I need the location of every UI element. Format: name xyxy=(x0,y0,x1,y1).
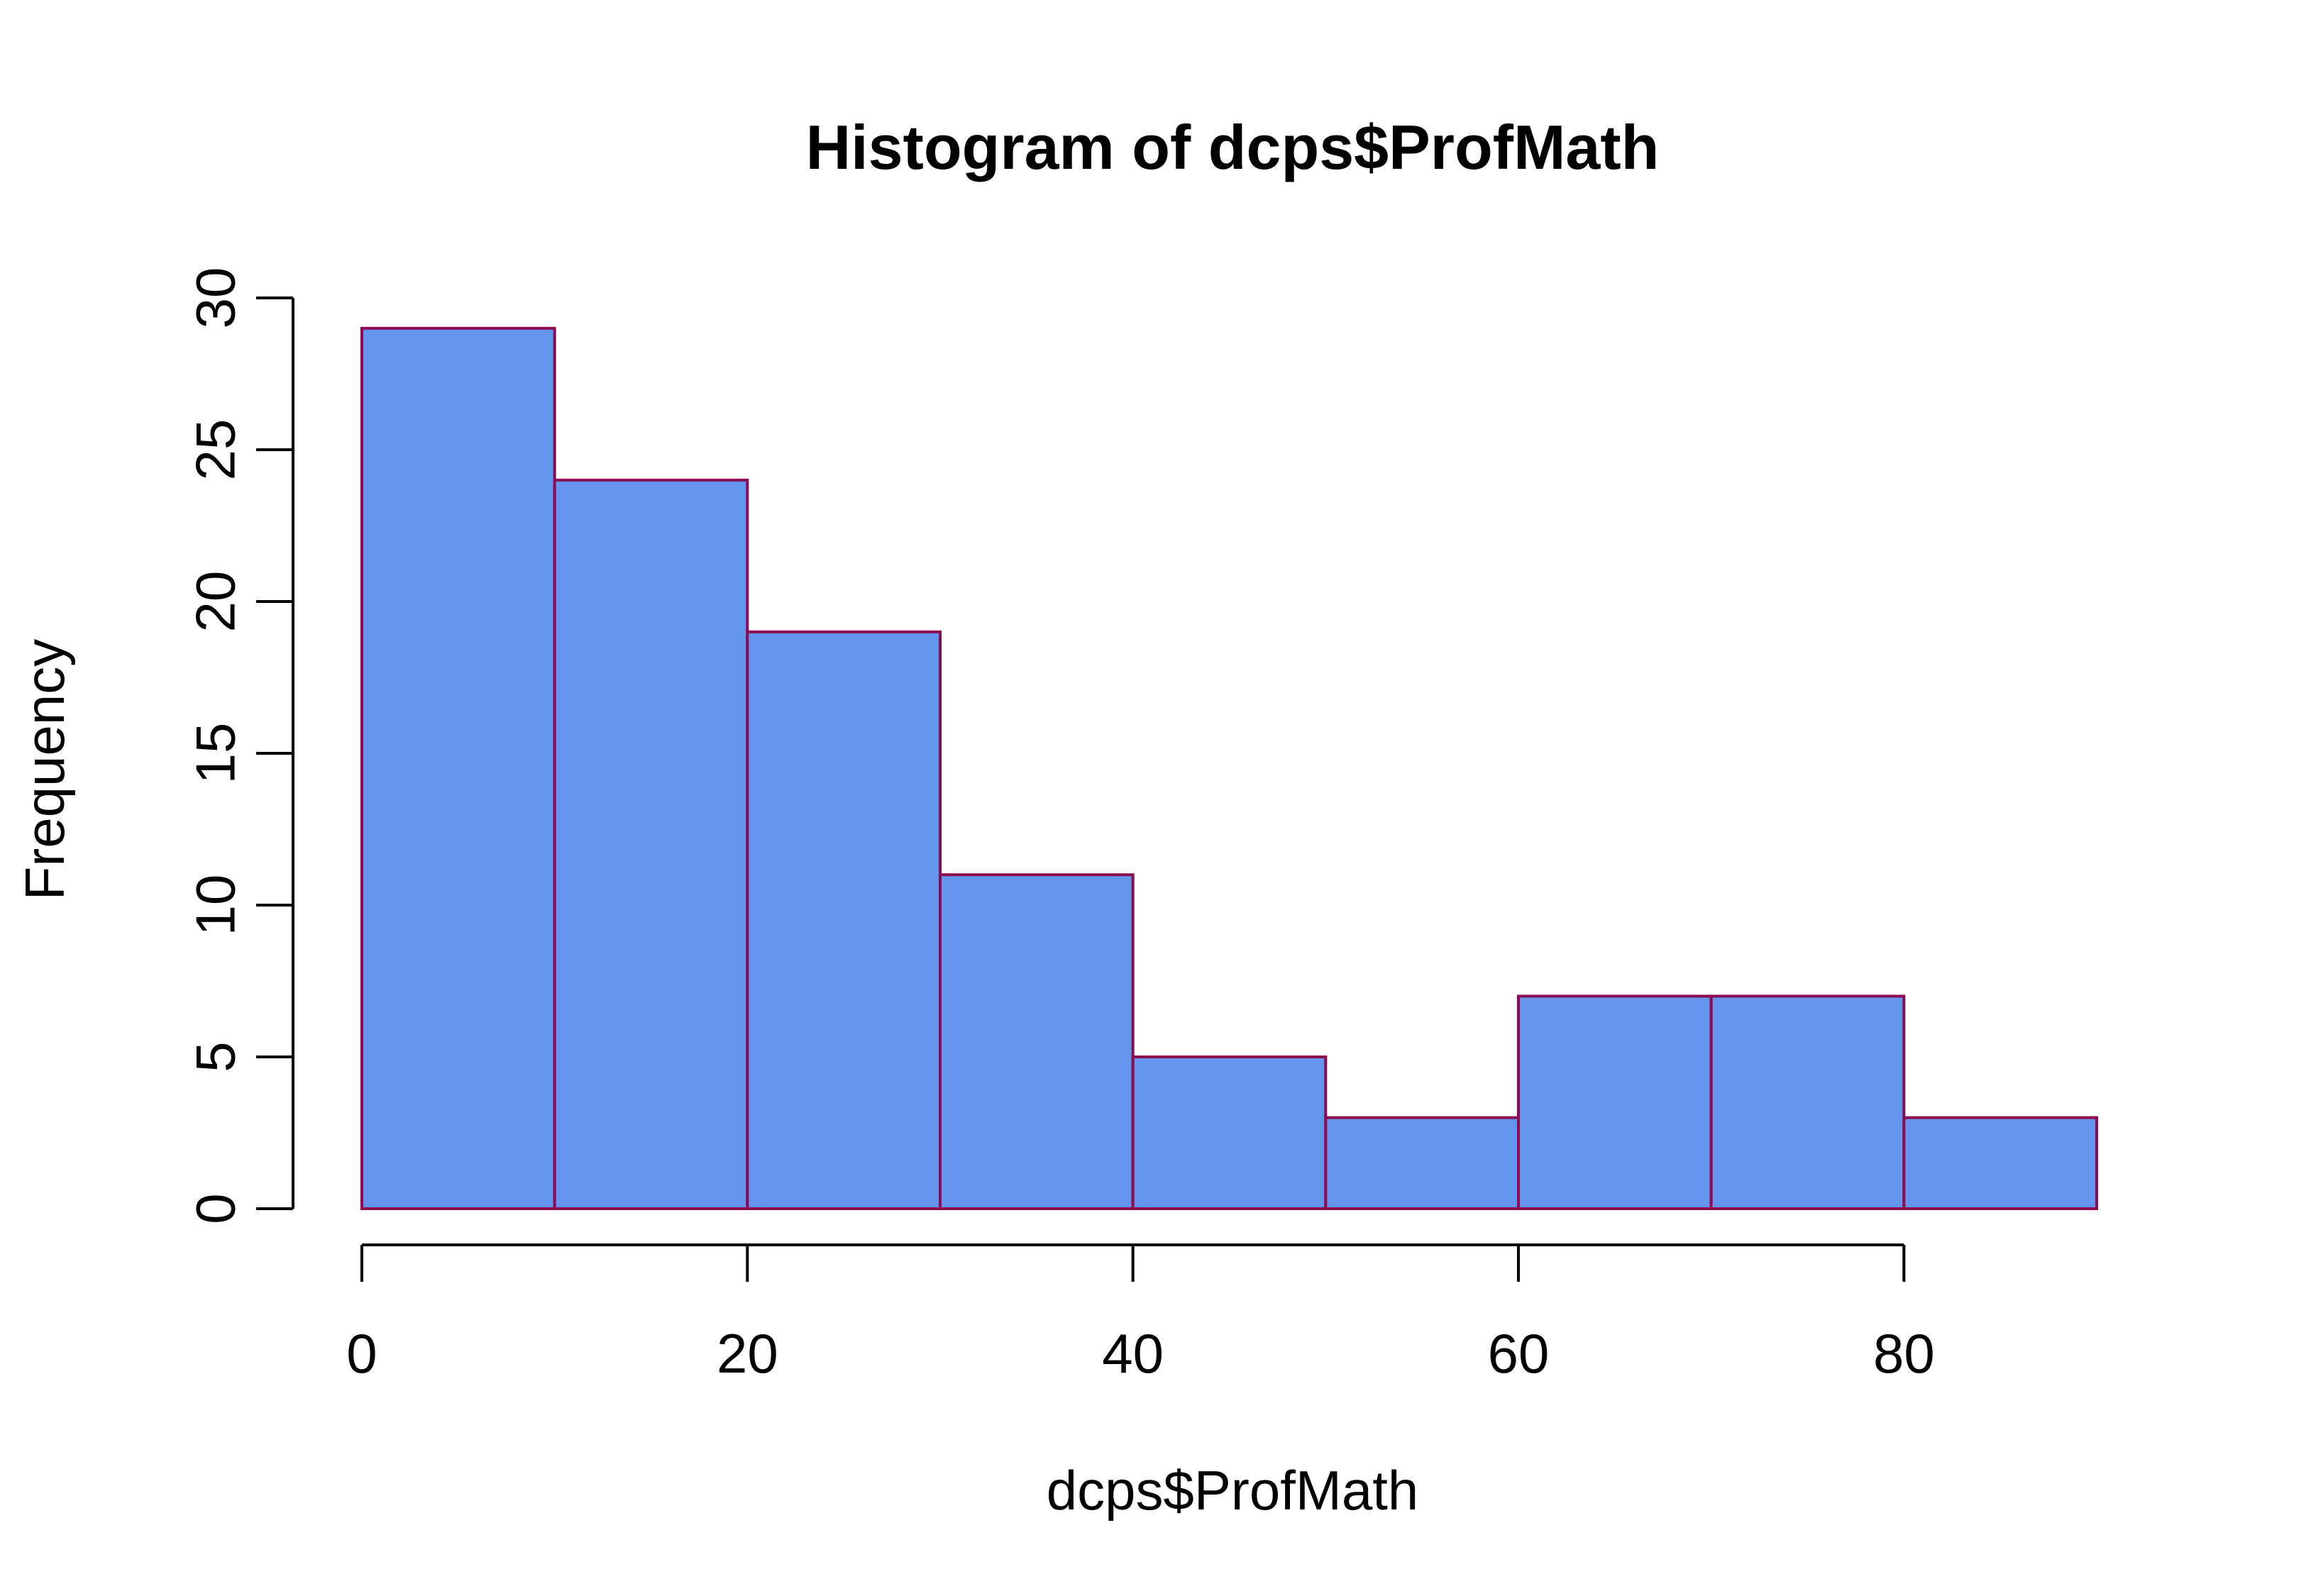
bars-group xyxy=(360,326,2098,1211)
x-tick-label: 0 xyxy=(346,1322,377,1385)
histogram-bar xyxy=(553,478,749,1210)
histogram-bar xyxy=(1902,1116,2098,1210)
histogram-bar xyxy=(939,873,1135,1210)
x-tick-label: 20 xyxy=(717,1322,778,1385)
x-tick-label: 80 xyxy=(1873,1322,1935,1385)
histogram-bar xyxy=(1517,994,1713,1211)
x-axis-label: dcps$ProfMath xyxy=(1047,1459,1419,1522)
histogram-bar xyxy=(1324,1116,1521,1210)
y-tick-label: 5 xyxy=(184,1041,246,1072)
x-axis-ticks: 0 20 40 60 80 xyxy=(346,1245,1935,1385)
histogram-bar xyxy=(1709,994,1906,1211)
y-tick-label: 20 xyxy=(184,571,246,633)
chart-title: Histogram of dcps$ProfMath xyxy=(806,112,1660,182)
histogram-bar xyxy=(360,326,556,1210)
y-tick-label: 15 xyxy=(184,723,246,785)
histogram-bar xyxy=(1131,1055,1328,1210)
x-tick-label: 40 xyxy=(1102,1322,1164,1385)
y-tick-label: 25 xyxy=(184,419,246,481)
histogram-bar xyxy=(746,630,942,1210)
y-tick-label: 30 xyxy=(184,267,246,329)
y-axis-label: Frequency xyxy=(13,639,76,901)
x-tick-label: 60 xyxy=(1488,1322,1550,1385)
y-axis-ticks: 0 5 10 15 20 25 30 xyxy=(184,267,293,1224)
y-tick-label: 10 xyxy=(184,875,246,936)
y-tick-label: 0 xyxy=(184,1193,246,1224)
